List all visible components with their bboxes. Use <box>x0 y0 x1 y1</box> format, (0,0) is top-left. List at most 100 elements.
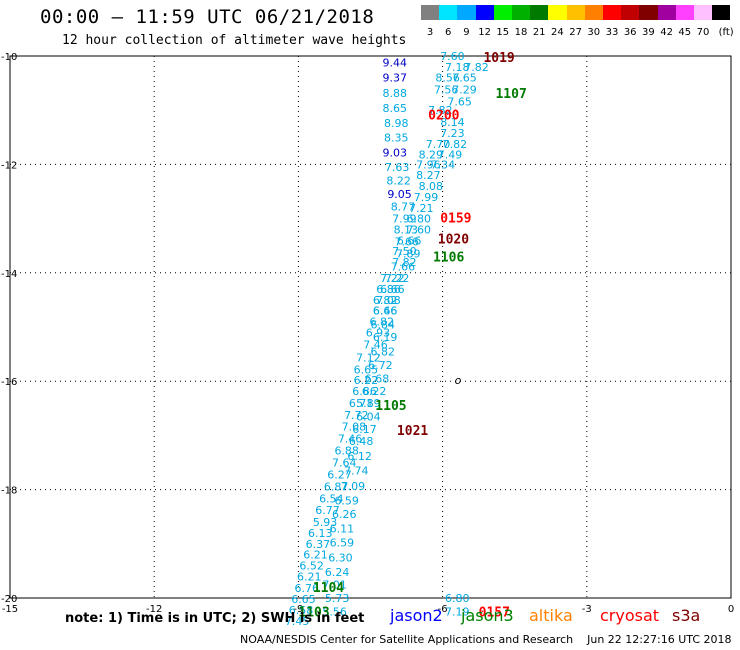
wave-height-value: 7.08 <box>376 294 401 307</box>
wave-height-value: 6.59 <box>330 537 355 550</box>
wave-height-value: 6.80 <box>407 213 432 226</box>
pass-time-label: 1105 <box>375 399 406 414</box>
legend-item-jason3: jason3 <box>461 606 514 625</box>
wave-height-value: 6.84 <box>371 318 396 331</box>
wave-height-value: 6.88 <box>334 445 359 458</box>
credit-line: NOAA/NESDIS Center for Satellite Applica… <box>240 633 732 646</box>
wave-height-value: 7.89 <box>396 247 421 260</box>
wave-height-value: 6.76 <box>295 582 320 595</box>
wave-height-value: 9.37 <box>383 72 408 85</box>
wave-height-value: 6.22 <box>354 374 379 387</box>
color-scale-swatch <box>603 5 622 20</box>
wave-height-value: 5.56 <box>322 606 347 619</box>
wave-height-value: 7.09 <box>341 480 366 493</box>
wave-height-value: 6.21 <box>303 549 328 562</box>
wave-height-value: 7.29 <box>452 84 477 97</box>
y-tick-label: -20 <box>1 594 17 605</box>
wave-height-value: 7.12 <box>356 351 381 364</box>
wave-height-value: 6.12 <box>347 450 372 463</box>
wave-height-value: 6.71 <box>349 397 374 410</box>
wave-height-value: 6.21 <box>297 570 322 583</box>
wave-height-value: 6.82 <box>373 294 398 307</box>
wave-height-value: 6.87 <box>324 480 349 493</box>
wave-height-value: 7.45 <box>285 615 310 628</box>
color-scale-label: 36 <box>623 27 637 38</box>
wave-height-value: 6.48 <box>349 435 374 448</box>
wave-height-value: 7.99 <box>414 191 439 204</box>
wave-height-value: 8.08 <box>419 180 444 193</box>
wave-height-value: 6.66 <box>397 234 422 247</box>
wave-height-value: 6.17 <box>352 423 377 436</box>
wave-height-value: 6.27 <box>327 468 352 481</box>
wave-height-value: 7.18 <box>445 61 470 74</box>
legend-item-cryosat: cryosat <box>600 606 660 625</box>
wave-height-value: 6.37 <box>306 538 331 551</box>
color-scale-unit: (ft) <box>718 27 734 38</box>
color-scale-swatch <box>475 5 494 20</box>
x-tick-label: 0 <box>728 604 734 615</box>
color-scale-swatch <box>566 5 585 20</box>
wave-height-value: 7.46 <box>338 433 363 446</box>
color-scale-label: 18 <box>514 27 528 38</box>
color-scale-swatch <box>421 5 440 20</box>
wave-height-value: 7.21 <box>409 202 434 215</box>
wave-height-value: 6.22 <box>362 385 387 398</box>
color-scale-label: 24 <box>551 27 564 38</box>
color-scale-swatch <box>512 5 531 20</box>
color-scale-label: 3 <box>426 27 434 38</box>
color-scale-label: 45 <box>678 27 692 38</box>
color-scale-swatch <box>675 5 694 20</box>
y-tick-label: -10 <box>1 52 17 63</box>
wave-height-value: 7.60 <box>407 223 432 236</box>
pass-time-label: 1103 <box>298 606 329 621</box>
wave-height-value: 5.73 <box>325 592 350 605</box>
x-tick-label: -3 <box>582 604 592 615</box>
legend-item-s3a: s3a <box>672 606 701 625</box>
y-tick-label: -12 <box>1 160 17 171</box>
color-scale-label: 21 <box>532 27 546 38</box>
color-scale-label: 15 <box>496 27 510 38</box>
wave-height-value: 7.64 <box>332 457 357 470</box>
wave-height-value: 6.72 <box>368 359 393 372</box>
wave-height-value: 7.70 <box>426 138 451 151</box>
wave-height-value: 7.82 <box>464 61 489 74</box>
wave-height-value: 6.77 <box>315 504 340 517</box>
wave-height-value: 6.19 <box>373 331 398 344</box>
wave-height-value: 6.13 <box>308 527 333 540</box>
wave-height-value: 7.66 <box>395 235 420 248</box>
wave-height-value: 7.50 <box>392 245 417 258</box>
color-scale-label: 9 <box>463 27 470 38</box>
color-scale-label: 12 <box>478 27 491 38</box>
wave-height-value: 8.65 <box>383 102 408 115</box>
wave-height-value: 7.22 <box>380 272 405 285</box>
color-scale-swatch <box>457 5 476 20</box>
x-tick-label: -9 <box>293 604 303 615</box>
x-tick-label: -15 <box>2 604 18 615</box>
wave-height-value: 7.96 <box>416 158 441 171</box>
wave-height-value: 8.29 <box>419 149 444 162</box>
wave-height-value: 9.44 <box>383 57 408 70</box>
color-scale-label: 33 <box>605 27 619 38</box>
wave-height-value: 7.56 <box>434 84 459 97</box>
wave-height-value: 6.26 <box>332 508 357 521</box>
wave-height-value: 7.65 <box>447 96 472 109</box>
y-tick-label: -14 <box>1 269 17 280</box>
wave-height-value: 8.13 <box>394 223 419 236</box>
legend-item-jason2: jason2 <box>390 606 443 625</box>
wave-height-value: 7.01 <box>322 578 347 591</box>
wave-height-value: 8.35 <box>384 131 409 144</box>
wave-height-value: 7.08 <box>342 421 367 434</box>
page-subtitle: 12 hour collection of altimeter wave hei… <box>62 33 407 48</box>
wave-height-value: 6.24 <box>325 566 350 579</box>
wave-height-value: 6.68 <box>365 372 390 385</box>
wave-height-value: 6.82 <box>370 316 395 329</box>
wave-height-value: 6.58 <box>289 604 314 617</box>
plot-frame <box>9 55 732 599</box>
wave-height-value: 9.03 <box>383 146 408 159</box>
color-scale-swatch <box>694 5 713 20</box>
x-tick-label: -12 <box>146 604 162 615</box>
wave-height-value: 7.23 <box>440 127 465 140</box>
wave-height-value: 8.27 <box>416 169 441 182</box>
x-tick-label: -6 <box>438 604 448 615</box>
